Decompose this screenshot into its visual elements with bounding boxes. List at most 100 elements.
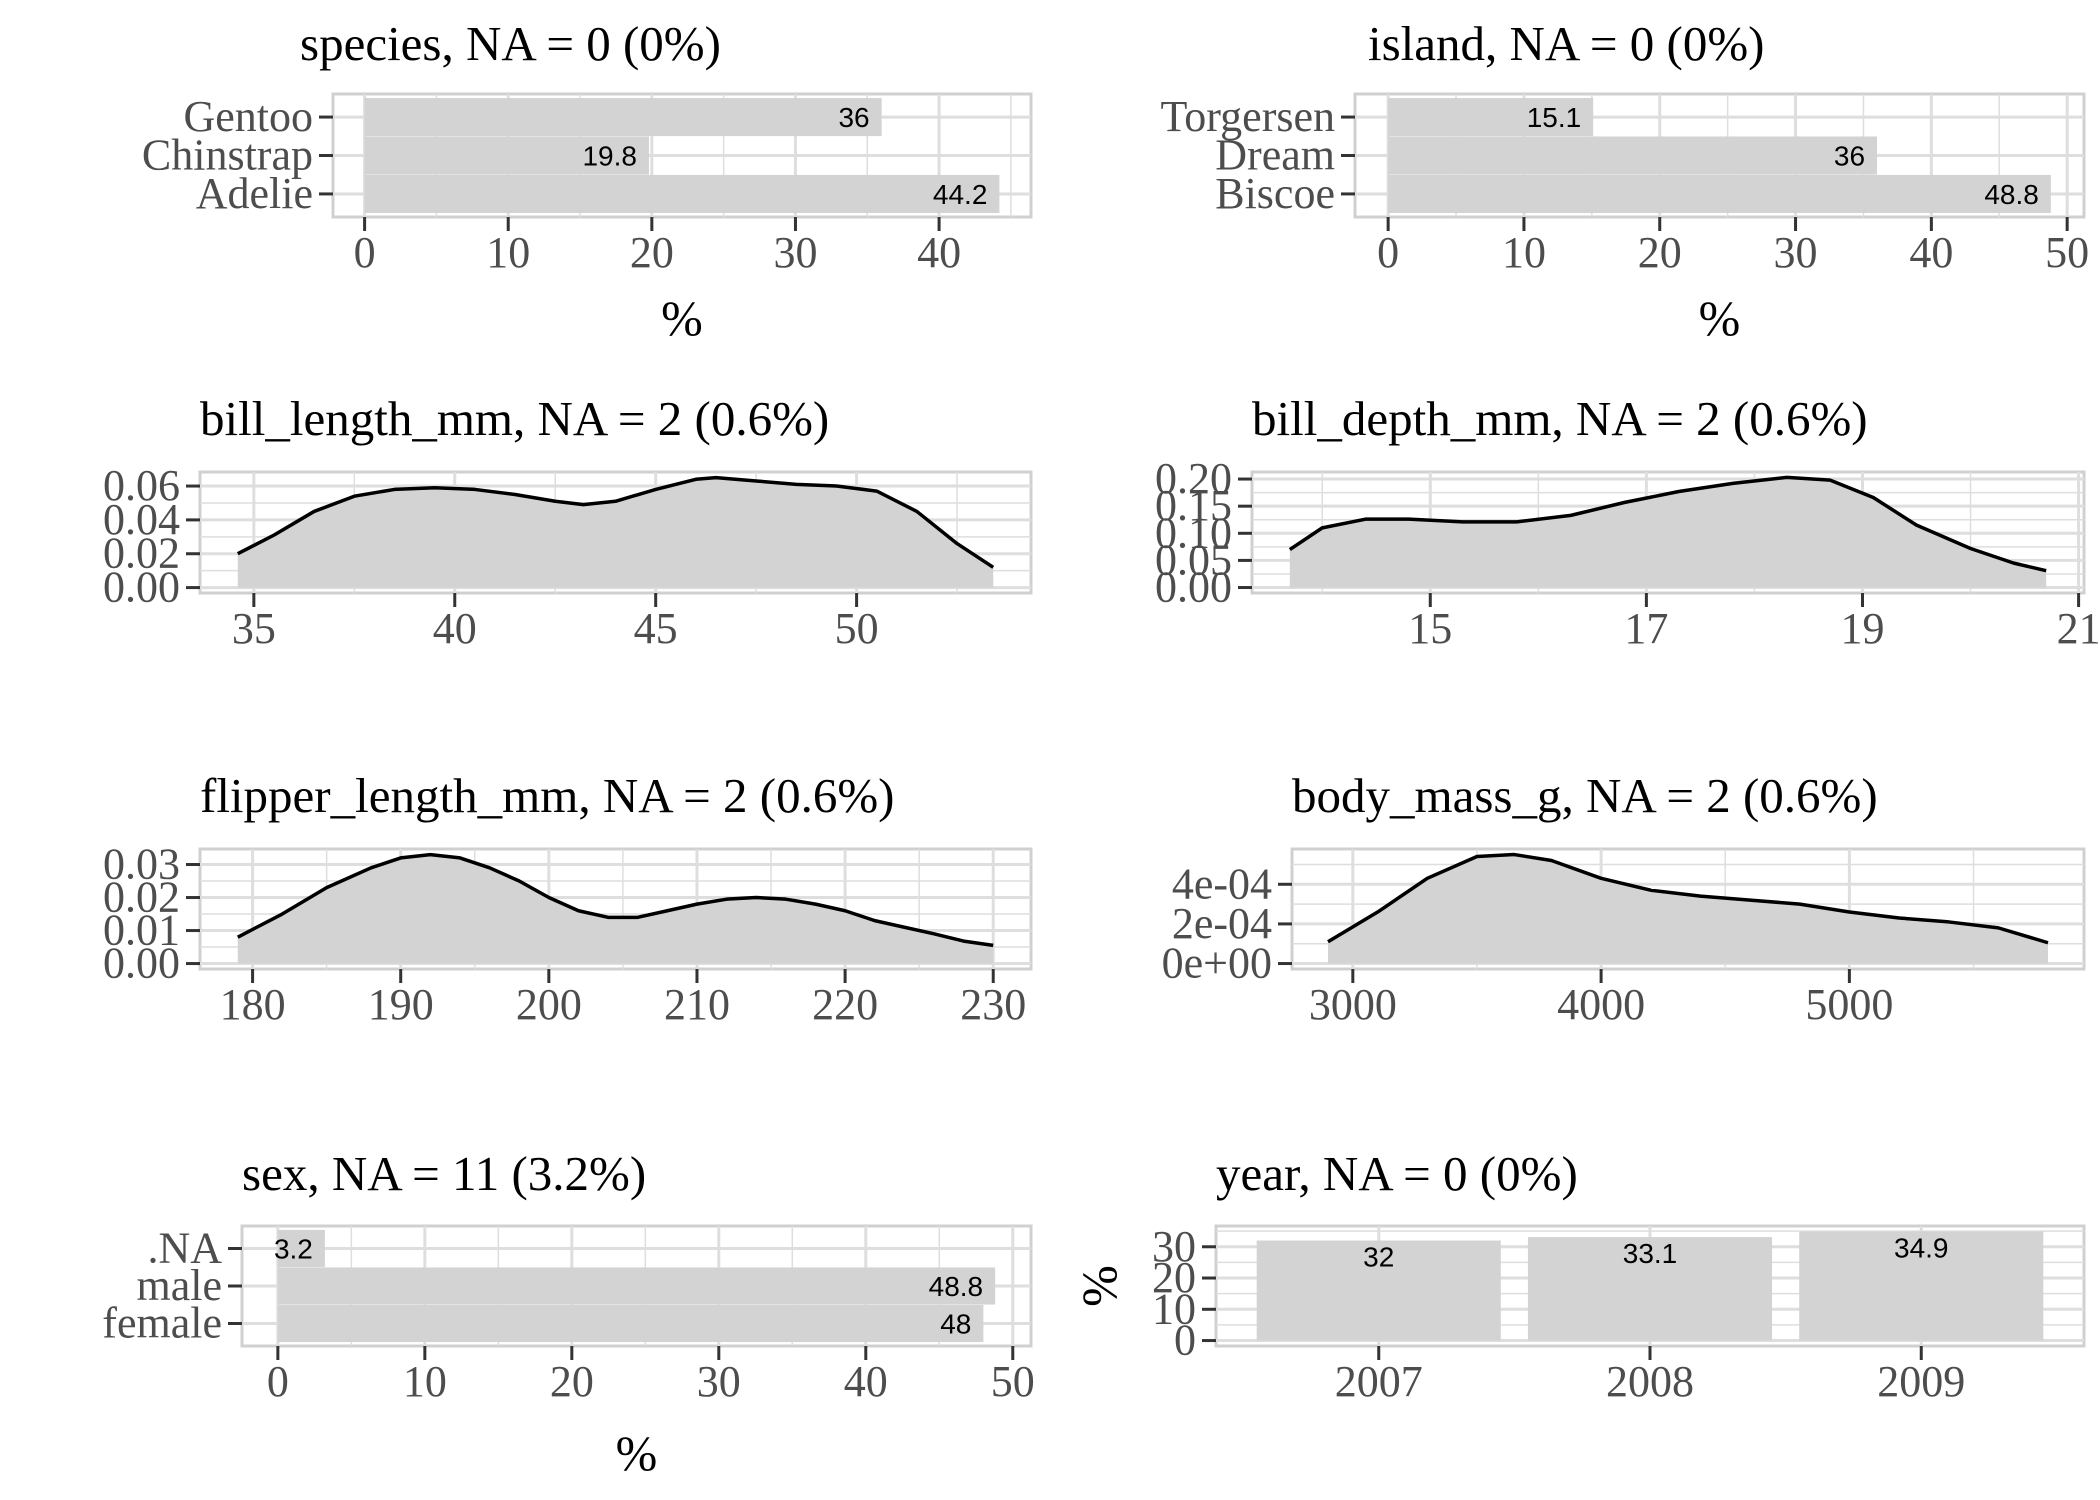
bill-length-chart: bill_length_mm, NA = 2 (0.6%) 35 40 45 50 0.0… — [103, 391, 1033, 653]
x-tick-label: 200 — [516, 980, 582, 1029]
x-tick-label: 40 — [1909, 228, 1953, 277]
y-tick-label: female — [102, 1299, 222, 1348]
x-tick-label: 40 — [917, 228, 961, 277]
bar-dream — [1388, 136, 1878, 175]
body-mass-chart: body_mass_g, NA = 2 (0.6%) 3000 4000 5000 0e… — [1162, 768, 2086, 1029]
bar-value-label: 34.9 — [1894, 1232, 1949, 1263]
bar-2007 — [1256, 1240, 1501, 1341]
x-tick-label: 35 — [232, 604, 276, 653]
year-chart: year, NA = 0 (0%) 32 2007 33.1 2008 34.9 2009 0… — [1071, 1146, 2086, 1406]
y-axis-label: % — [1071, 1265, 1127, 1307]
y-tick-label: 30 — [1152, 1222, 1196, 1271]
y-tick-label: 0 — [1174, 1316, 1196, 1365]
x-tick-label: 19 — [1840, 604, 1884, 653]
bar-value-label: 33.1 — [1623, 1238, 1678, 1269]
x-tick-label: 5000 — [1805, 980, 1893, 1029]
chart-title: bill_depth_mm, NA = 2 (0.6%) — [1252, 391, 1868, 446]
y-tick-label: 0.05 — [1155, 535, 1232, 584]
y-tick-label: 0.00 — [1155, 563, 1232, 612]
bar-value-label: 36 — [1834, 141, 1865, 172]
y-tick-label: Torgersen — [1161, 92, 1336, 141]
y-tick-label: male — [136, 1261, 222, 1310]
y-tick-label: Dream — [1215, 131, 1335, 180]
x-tick-label: 30 — [697, 1357, 741, 1406]
y-tick-label: 0.00 — [103, 939, 180, 988]
x-axis-label: % — [616, 1425, 658, 1481]
density-line — [236, 475, 995, 569]
x-tick-label: 50 — [2045, 228, 2089, 277]
y-tick-label: .NA — [147, 1224, 222, 1273]
y-tick-label: 0.10 — [1155, 508, 1232, 557]
x-tick-label: 0 — [267, 1357, 289, 1406]
y-tick-label: 0.15 — [1155, 481, 1232, 530]
x-tick-label: 190 — [368, 980, 434, 1029]
bar-adelie — [364, 174, 1000, 213]
density-area — [1289, 477, 2047, 588]
bar-value-label: 44.2 — [933, 179, 988, 210]
chart-title: year, NA = 0 (0%) — [1216, 1146, 1578, 1201]
bar-value-label: 48.8 — [929, 1271, 984, 1302]
y-tick-label: 0e+00 — [1162, 939, 1272, 988]
y-tick-label: 0.20 — [1155, 454, 1232, 503]
x-tick-label: 2008 — [1606, 1357, 1694, 1406]
island-chart: island, NA = 0 (0%) 48.8 Biscoe 36 Dream 15.1… — [1161, 16, 2090, 346]
x-tick-label: 30 — [773, 228, 817, 277]
bar-value-label: 3.2 — [274, 1234, 313, 1265]
x-tick-label: 40 — [844, 1357, 888, 1406]
x-tick-label: 3000 — [1309, 980, 1397, 1029]
chart-title: flipper_length_mm, NA = 2 (0.6%) — [200, 768, 894, 823]
y-tick-label: 0.02 — [103, 873, 180, 922]
x-tick-label: 20 — [630, 228, 674, 277]
x-tick-label: 180 — [220, 980, 286, 1029]
y-tick-label: 10 — [1152, 1284, 1196, 1333]
x-tick-label: 20 — [1638, 228, 1682, 277]
chart-title: body_mass_g, NA = 2 (0.6%) — [1292, 768, 1878, 823]
bill-depth-chart: bill_depth_mm, NA = 2 (0.6%) 15 17 19 21 0.00… — [1155, 391, 2100, 653]
x-tick-label: 17 — [1624, 604, 1668, 653]
density-line — [236, 852, 994, 948]
x-tick-label: 210 — [664, 980, 730, 1029]
density-line — [1288, 475, 2047, 573]
bar-2009 — [1799, 1231, 2044, 1341]
bar-value-label: 48.8 — [1984, 179, 2039, 210]
x-tick-label: 50 — [835, 604, 879, 653]
density-line — [1327, 852, 2049, 945]
x-tick-label: 20 — [550, 1357, 594, 1406]
y-tick-label: 20 — [1152, 1253, 1196, 1302]
x-tick-label: 50 — [991, 1357, 1035, 1406]
chart-title: sex, NA = 11 (3.2%) — [242, 1146, 646, 1201]
bar-chinstrap — [364, 136, 649, 175]
y-tick-label: 0.03 — [103, 840, 180, 889]
bar-biscoe — [1388, 174, 2051, 213]
bar-value-label: 15.1 — [1527, 102, 1582, 133]
bar-torgersen — [1388, 98, 1594, 137]
x-tick-label: 10 — [1502, 228, 1546, 277]
x-tick-label: 230 — [960, 980, 1026, 1029]
bar-female — [277, 1304, 984, 1343]
x-tick-label: 2009 — [1877, 1357, 1965, 1406]
x-tick-label: 2007 — [1335, 1357, 1423, 1406]
y-tick-label: 4e-04 — [1172, 859, 1272, 908]
y-tick-label: 0.06 — [103, 461, 180, 510]
chart-title: species, NA = 0 (0%) — [300, 16, 721, 71]
density-area — [237, 854, 994, 964]
x-tick-label: 10 — [486, 228, 530, 277]
y-tick-label: 0.04 — [103, 495, 180, 544]
x-tick-label: 21 — [2057, 604, 2100, 653]
x-axis-label: % — [1699, 290, 1741, 346]
density-area — [237, 477, 994, 588]
bar-na — [277, 1229, 325, 1268]
x-tick-label: 40 — [433, 604, 477, 653]
bar-value-label: 48 — [940, 1309, 971, 1340]
x-tick-label: 45 — [634, 604, 678, 653]
chart-title: island, NA = 0 (0%) — [1368, 16, 1764, 71]
x-tick-label: 15 — [1408, 604, 1452, 653]
density-area — [1328, 854, 2048, 964]
bar-value-label: 36 — [838, 102, 869, 133]
flipper-length-chart: flipper_length_mm, NA = 2 (0.6%) 180 190 20… — [103, 768, 1033, 1029]
y-tick-label: 0.01 — [103, 906, 180, 955]
bar-2008 — [1527, 1237, 1773, 1341]
y-tick-label: Adelie — [196, 169, 313, 218]
x-tick-label: 30 — [1774, 228, 1818, 277]
